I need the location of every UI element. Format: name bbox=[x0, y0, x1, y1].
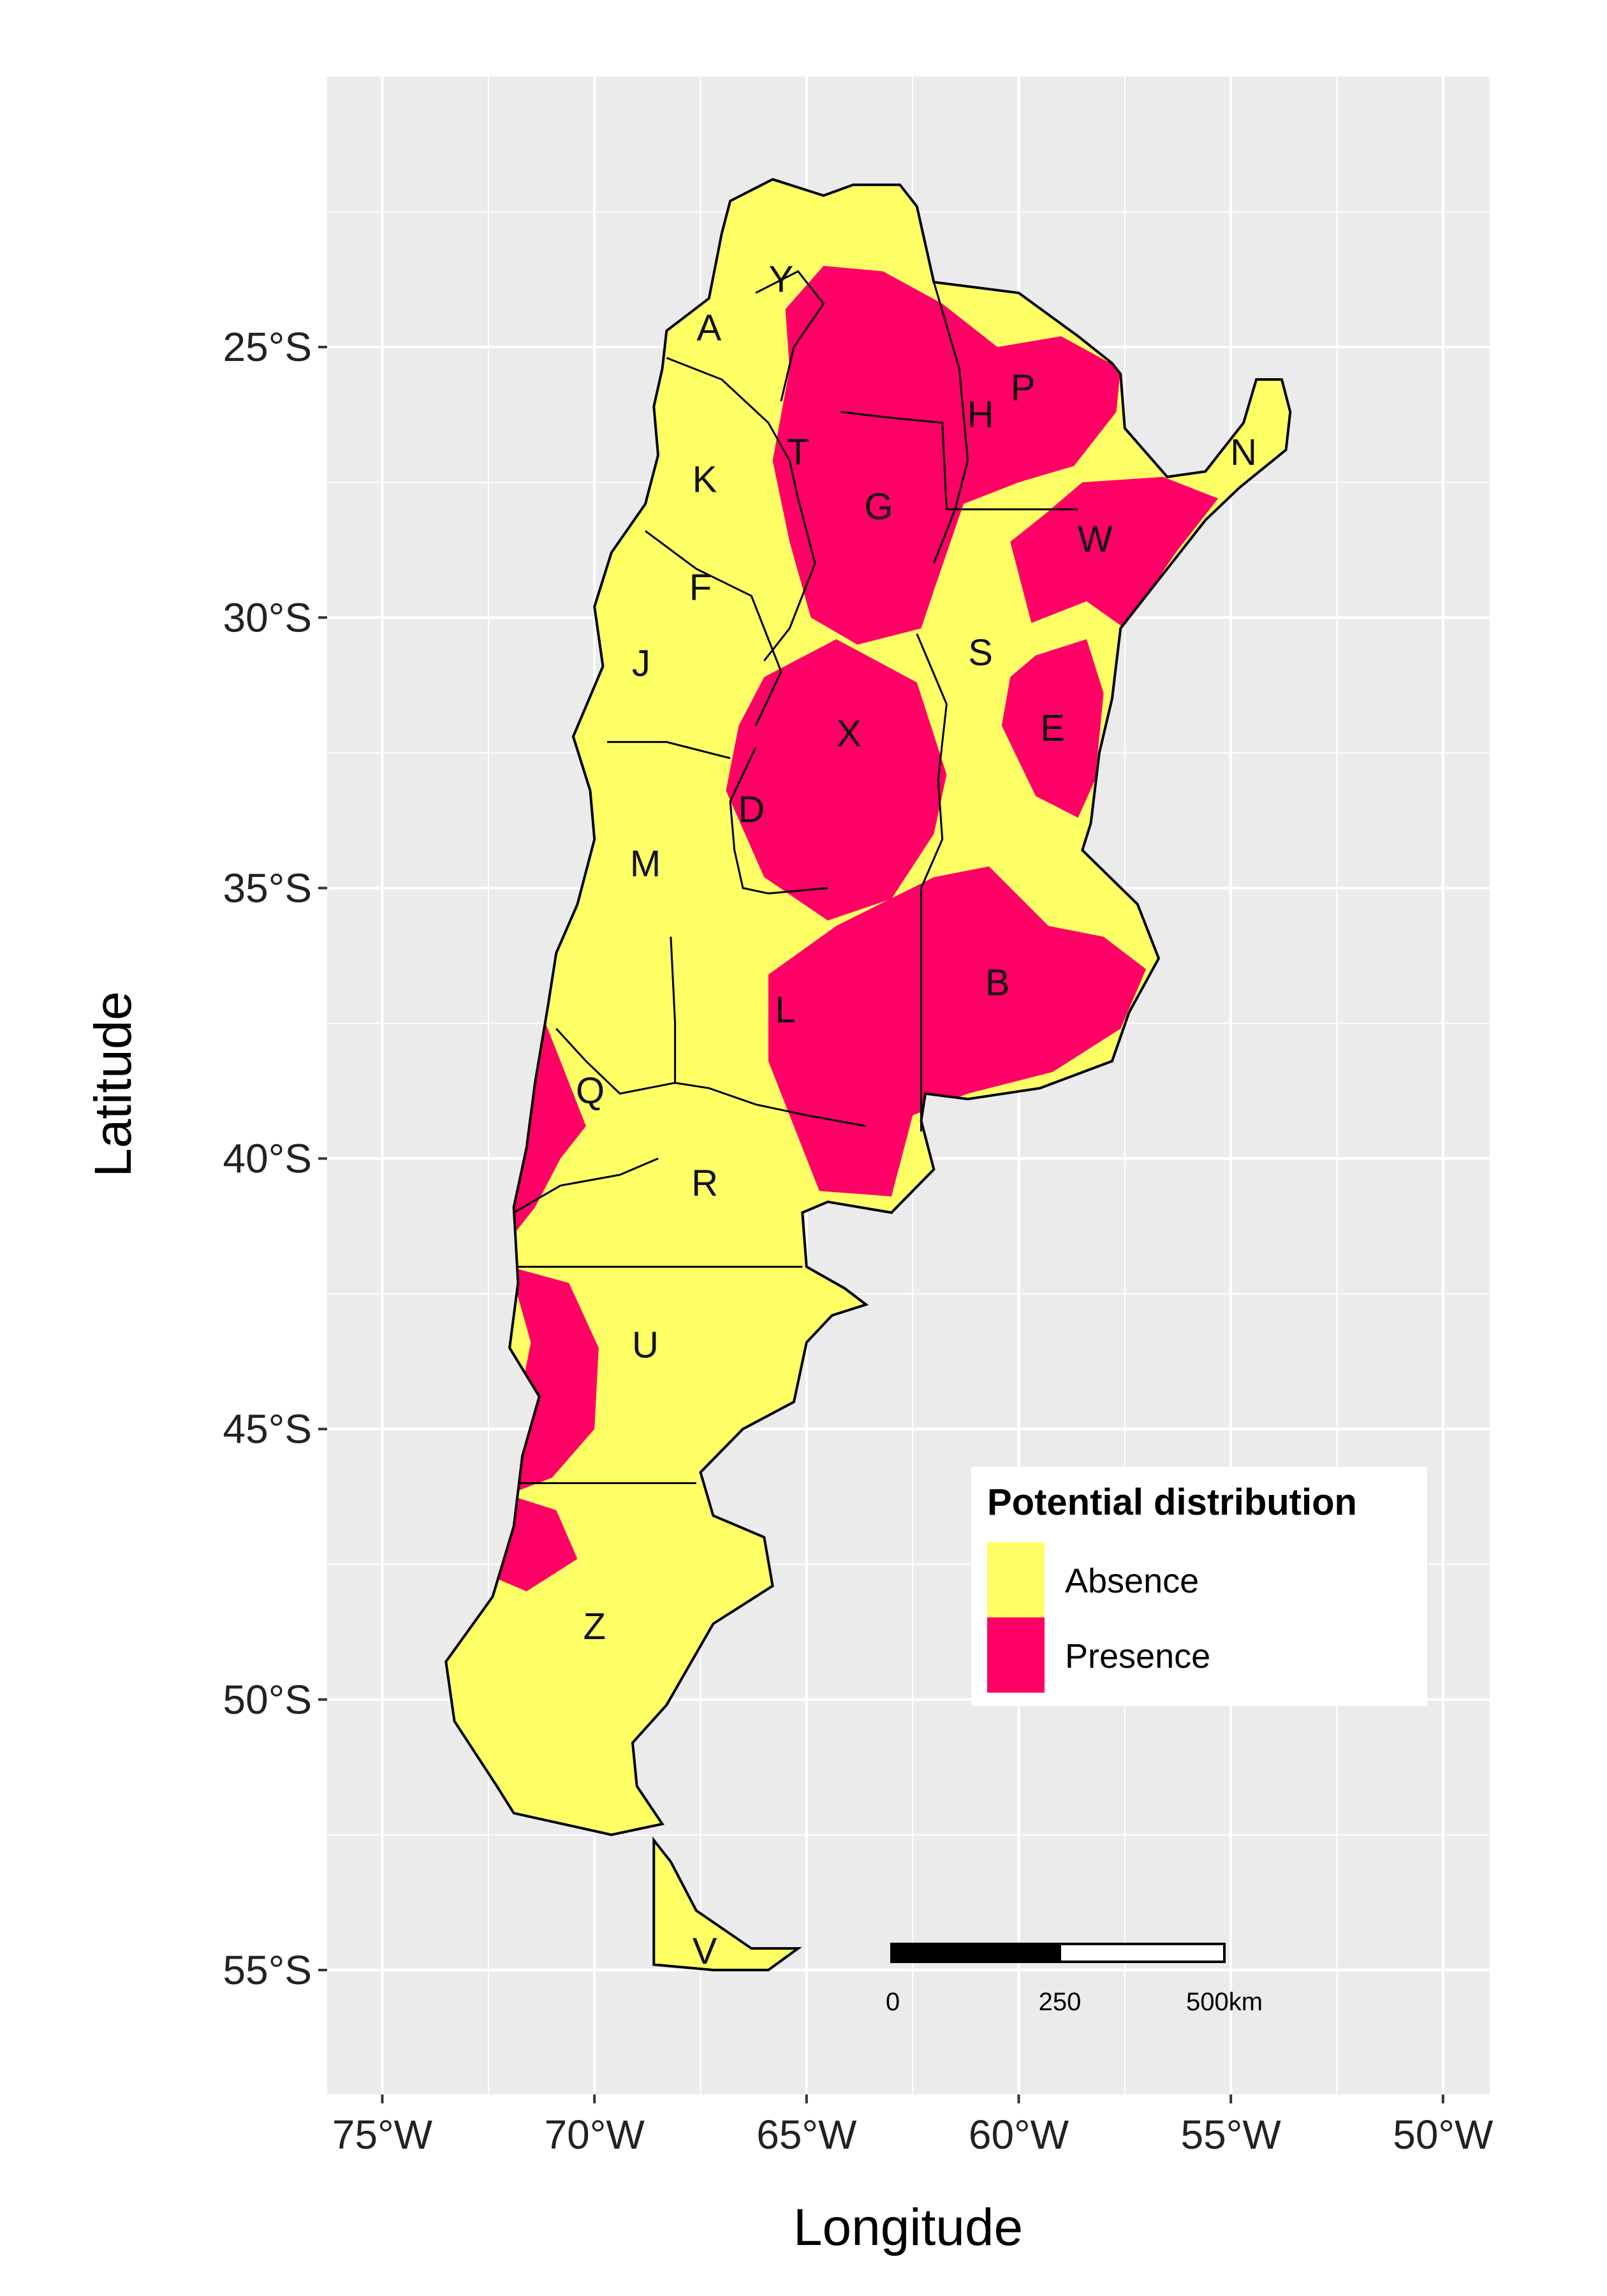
presence-patch bbox=[1001, 639, 1104, 818]
y-tick-label: 50°S bbox=[223, 1677, 312, 1723]
x-axis-ticks: 75°W 70°W 65°W 60°W 55°W 50°W bbox=[332, 2094, 1493, 2158]
region-label-t: T bbox=[787, 432, 809, 473]
province-boundary bbox=[666, 357, 799, 499]
region-label-n: N bbox=[1230, 432, 1257, 473]
y-tick-label: 35°S bbox=[223, 865, 312, 911]
province-boundary bbox=[607, 740, 731, 760]
legend-title: Potential distribution bbox=[987, 1482, 1357, 1523]
region-label-s: S bbox=[968, 632, 993, 673]
presence-patch bbox=[768, 866, 1147, 1196]
legend-label-absence: Absence bbox=[1065, 1562, 1199, 1600]
region-label-w: W bbox=[1078, 519, 1113, 560]
region-label-h: H bbox=[967, 394, 994, 436]
x-tick-label: 50°W bbox=[1393, 2112, 1493, 2158]
province-boundary bbox=[645, 530, 782, 726]
y-axis-ticks: 25°S 30°S 35°S 40°S 45°S 50°S 55°S bbox=[223, 324, 327, 1993]
scale-bar-black-segment bbox=[890, 1943, 1061, 1963]
scale-bar-white-segment bbox=[1059, 1943, 1226, 1963]
province-boundary bbox=[916, 633, 948, 888]
region-label-e: E bbox=[1040, 708, 1065, 749]
region-label-p: P bbox=[1011, 367, 1036, 408]
scale-bar: 0 250 500km bbox=[886, 1943, 1263, 2016]
argentina-landmass bbox=[444, 178, 1292, 1971]
region-label-x: X bbox=[837, 713, 862, 754]
presence-area bbox=[475, 265, 1219, 1592]
region-label-q: Q bbox=[576, 1070, 605, 1112]
region-label-v: V bbox=[693, 1931, 717, 1972]
province-boundary bbox=[932, 281, 969, 564]
province-boundary bbox=[729, 747, 828, 895]
x-tick-label: 70°W bbox=[545, 2112, 645, 2158]
presence-patch bbox=[1010, 476, 1219, 629]
x-tick-label: 75°W bbox=[332, 2112, 433, 2158]
x-tick-label: 65°W bbox=[756, 2112, 857, 2158]
y-tick-label: 40°S bbox=[223, 1136, 312, 1182]
region-label-f: F bbox=[689, 567, 712, 608]
region-label-l: L bbox=[775, 989, 795, 1031]
region-label-j: J bbox=[632, 643, 650, 684]
region-label-g: G bbox=[864, 486, 893, 527]
y-tick-label: 25°S bbox=[223, 324, 312, 370]
region-label-b: B bbox=[985, 962, 1010, 1003]
country-outline bbox=[444, 178, 1292, 1971]
province-boundary bbox=[763, 498, 816, 662]
y-tick-label: 30°S bbox=[223, 594, 312, 640]
region-label-z: Z bbox=[583, 1606, 605, 1647]
region-label-k: K bbox=[693, 459, 717, 501]
legend-box bbox=[971, 1467, 1427, 1706]
province-boundary bbox=[755, 270, 825, 402]
province-boundary bbox=[555, 1027, 675, 1095]
region-label-a: A bbox=[696, 307, 721, 349]
legend: Potential distribution Absence Presence bbox=[971, 1467, 1427, 1706]
y-tick-label: 55°S bbox=[223, 1947, 312, 1993]
x-tick-label: 60°W bbox=[969, 2112, 1069, 2158]
scale-label-250: 250 bbox=[1039, 1988, 1082, 2016]
region-label-r: R bbox=[691, 1162, 718, 1203]
legend-label-presence: Presence bbox=[1065, 1637, 1210, 1675]
region-label-y: Y bbox=[769, 259, 794, 300]
legend-swatch-absence bbox=[987, 1542, 1045, 1617]
presence-patch bbox=[726, 639, 947, 921]
legend-swatch-presence bbox=[987, 1617, 1045, 1693]
presence-patch bbox=[510, 1267, 599, 1494]
presence-patch bbox=[772, 265, 1121, 645]
x-tick-label: 55°W bbox=[1181, 2112, 1282, 2158]
region-label-u: U bbox=[632, 1325, 659, 1366]
region-label-d: D bbox=[738, 789, 765, 830]
region-labels: Y A PH T K N G W F S J E X D M B L Q R U Z V bbox=[576, 259, 1257, 1972]
presence-patch bbox=[513, 996, 586, 1235]
province-boundary bbox=[670, 936, 867, 1128]
y-tick-label: 45°S bbox=[223, 1406, 312, 1452]
x-axis-title: Longitude bbox=[793, 2198, 1023, 2256]
province-boundary bbox=[513, 1158, 659, 1214]
province-boundary bbox=[840, 411, 1078, 511]
region-label-m: M bbox=[630, 843, 661, 885]
scale-label-500km: 500km bbox=[1186, 1988, 1263, 2016]
y-axis-title: Latitude bbox=[84, 991, 142, 1177]
scale-label-0: 0 bbox=[886, 1988, 900, 2016]
province-boundaries bbox=[513, 270, 1078, 1484]
